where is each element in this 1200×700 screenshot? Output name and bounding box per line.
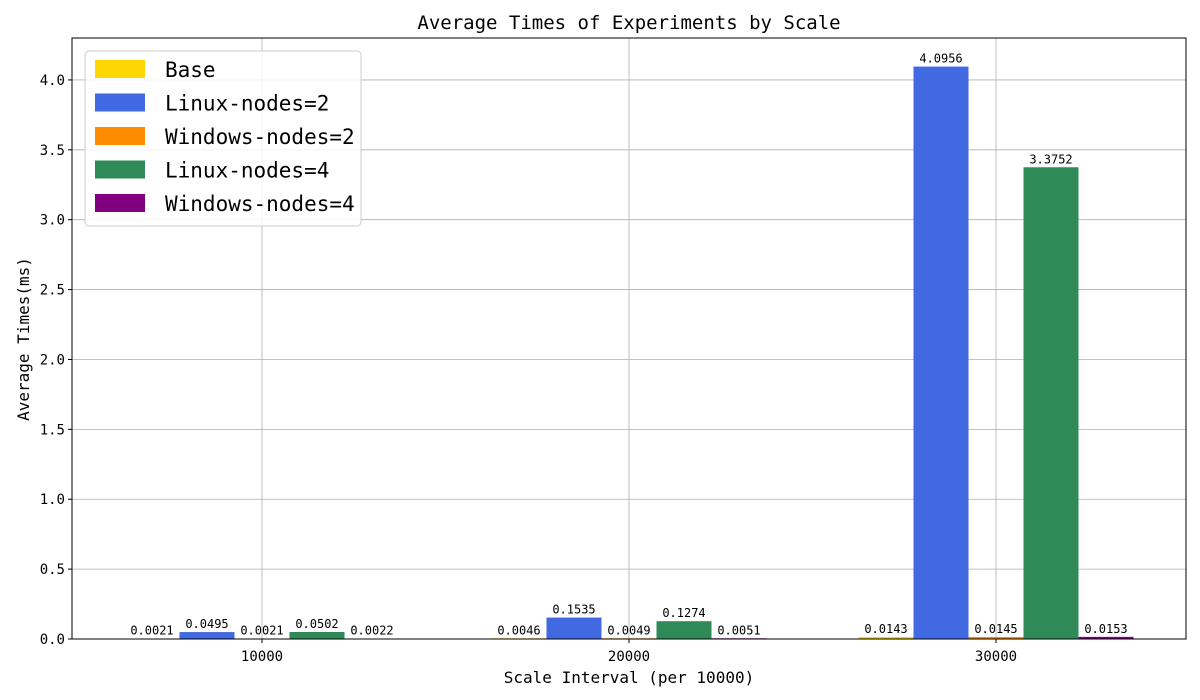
y-tick-label: 3.5 xyxy=(40,143,65,159)
legend-swatch xyxy=(95,194,145,212)
bar-value-label: 0.0022 xyxy=(350,624,393,638)
legend-swatch xyxy=(95,60,145,78)
bar-value-label: 0.0153 xyxy=(1084,622,1127,636)
legend-box xyxy=(84,50,362,227)
bar-value-label: 0.0051 xyxy=(717,623,760,637)
data-labels: 0.0021 0.0046 0.0143 0.0495 0.1535 4.0956 0.00… xyxy=(130,52,1127,638)
bar-value-label: 0.0046 xyxy=(497,623,540,637)
bar-value-label: 0.0143 xyxy=(864,622,907,636)
bar xyxy=(858,637,914,639)
x-tick-label: 30000 xyxy=(975,649,1017,665)
bar xyxy=(1023,167,1079,639)
bar xyxy=(179,632,235,639)
legend-swatch xyxy=(95,160,145,179)
x-axis-label: Scale Interval (per 10000) xyxy=(504,668,754,687)
bar-value-label: 4.0956 xyxy=(919,52,962,66)
chart-title: Average Times of Experiments by Scale xyxy=(417,12,840,34)
bar xyxy=(1078,636,1134,639)
legend: Base Linux-nodes=2 Windows-nodes=2 Linux-no… xyxy=(84,50,362,227)
bar-value-label: 3.3752 xyxy=(1029,152,1072,166)
bar-value-label: 0.0021 xyxy=(240,624,283,638)
y-tick-label: 1.5 xyxy=(40,422,65,438)
y-tick-label: 3.0 xyxy=(40,213,65,229)
y-tick-label: 0.0 xyxy=(40,632,65,648)
y-tick-label: 2.5 xyxy=(40,283,65,299)
y-tick-label: 4.0 xyxy=(40,73,65,89)
legend-entry-label: Linux-nodes=2 xyxy=(165,92,329,116)
bar-value-label: 0.1274 xyxy=(662,606,705,620)
y-tick-label: 2.0 xyxy=(40,352,65,368)
legend-entry-label: Windows-nodes=4 xyxy=(165,192,355,216)
x-tick-label: 10000 xyxy=(241,649,283,665)
bar-value-label: 0.1535 xyxy=(552,603,595,617)
bar-value-label: 0.0502 xyxy=(295,617,338,631)
legend-entry-label: Linux-nodes=4 xyxy=(165,159,329,183)
bar-value-label: 0.0145 xyxy=(974,622,1017,636)
bar xyxy=(546,617,602,639)
y-tick-label: 0.5 xyxy=(40,562,65,578)
legend-entry-label: Base xyxy=(165,58,216,82)
bars xyxy=(124,66,1134,639)
bar-value-label: 0.0021 xyxy=(130,624,173,638)
bar-value-label: 0.0495 xyxy=(185,617,228,631)
bar-value-label: 0.0049 xyxy=(607,623,650,637)
bar xyxy=(913,66,969,639)
legend-swatch xyxy=(95,127,145,145)
y-tick-label: 1.0 xyxy=(40,492,65,508)
axes: 0.0 0.5 1.0 1.5 2.0 2.5 3.0 3.5 4.0 10000 20000 300… xyxy=(40,73,1017,665)
bar xyxy=(656,621,712,639)
y-axis-label: Average Times(ms) xyxy=(14,257,33,421)
legend-swatch xyxy=(95,93,145,112)
x-tick-label: 20000 xyxy=(608,649,650,665)
legend-entry-label: Windows-nodes=2 xyxy=(165,125,355,149)
bar xyxy=(289,631,345,639)
bar xyxy=(968,636,1024,639)
